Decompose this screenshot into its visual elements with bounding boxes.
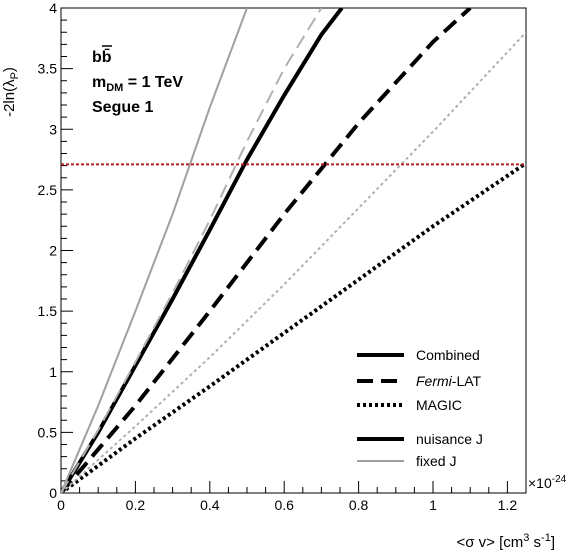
annotation-target: Segue 1	[92, 99, 153, 116]
x-tick-label: 0.2	[126, 497, 146, 513]
annotation-channel: bb̄	[92, 47, 112, 66]
x-tick-label: 1	[429, 497, 437, 513]
series-line-3	[61, 8, 248, 493]
series-line-2	[61, 161, 526, 493]
y-tick-label: 3.5	[38, 61, 58, 77]
legend-label: nuisance J	[416, 431, 483, 447]
y-tick-label: 1.5	[38, 303, 58, 319]
series-line-0	[61, 8, 344, 493]
annotation-mass: mDM = 1 TeV	[92, 74, 183, 94]
legend-label: fixed J	[416, 453, 456, 469]
legend-label: Combined	[416, 347, 480, 363]
y-tick-label: 3	[49, 121, 57, 137]
series-line-4	[61, 8, 323, 493]
y-tick-label: 4	[49, 0, 57, 16]
legend-label: Fermi-LAT	[416, 373, 482, 389]
y-tick-label: 2	[49, 243, 57, 259]
x-axis-exponent: ×10-24	[528, 474, 567, 491]
series-layer	[61, 8, 526, 493]
y-tick-label: 1	[49, 364, 57, 380]
x-tick-label: 0.8	[349, 497, 369, 513]
x-axis-ticks: 0 0.2 0.4 0.6 0.8 1 1.2	[57, 481, 527, 513]
legend: Combined Fermi-LAT MAGIC nuisance J fixed J	[357, 347, 483, 469]
y-tick-label: 2.5	[38, 182, 58, 198]
x-tick-label: 1.2	[498, 497, 518, 513]
x-axis-title: <σ v> [cm3 s-1]	[456, 532, 555, 551]
y-axis-ticks: 0 0.5 1 1.5 2 2.5 3 3.5 4	[38, 0, 73, 501]
y-tick-label: 0	[49, 485, 57, 501]
y-axis-title: -2ln(λP)	[1, 67, 21, 117]
series-line-1	[61, 8, 472, 493]
x-tick-label: 0.4	[200, 497, 220, 513]
x-tick-label: 0.6	[274, 497, 294, 513]
y-tick-label: 0.5	[38, 424, 58, 440]
series-line-5	[61, 31, 526, 493]
x-tick-label: 0	[57, 497, 65, 513]
legend-label: MAGIC	[416, 397, 462, 413]
